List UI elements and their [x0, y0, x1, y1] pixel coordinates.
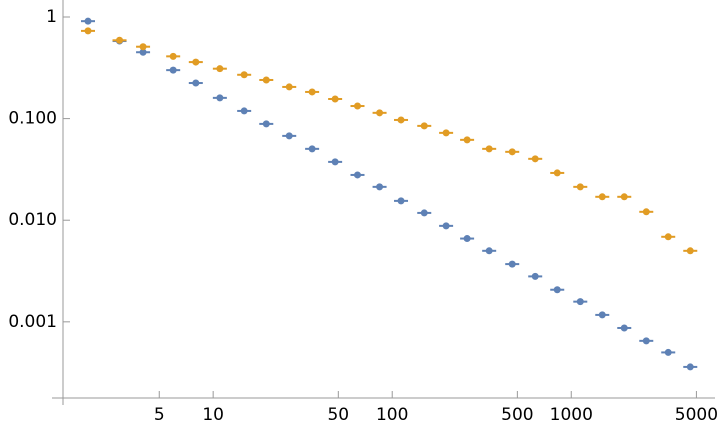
point	[485, 145, 493, 153]
point	[553, 169, 561, 177]
point	[262, 76, 270, 84]
y-tick-label: 0.010	[8, 210, 57, 230]
point	[397, 197, 405, 205]
point	[553, 286, 561, 294]
point	[169, 66, 177, 74]
point	[620, 193, 628, 201]
x-tick-label: 5	[154, 405, 165, 425]
point	[442, 222, 450, 230]
point	[598, 311, 606, 319]
point	[620, 324, 628, 332]
x-tick-label: 500	[501, 405, 533, 425]
point	[376, 109, 384, 117]
point	[139, 43, 147, 51]
point	[576, 183, 584, 191]
y-tick-label: 0.001	[8, 312, 57, 332]
point	[686, 363, 694, 371]
point	[531, 272, 539, 280]
point	[240, 107, 248, 115]
point	[508, 260, 516, 268]
y-tick-label: 0.100	[8, 109, 57, 129]
point	[664, 348, 672, 356]
point	[485, 247, 493, 255]
x-tick-label: 5000	[675, 405, 718, 425]
point	[331, 95, 339, 103]
point	[262, 120, 270, 128]
point	[642, 208, 650, 216]
point	[139, 48, 147, 56]
point	[442, 129, 450, 137]
point	[354, 171, 362, 179]
point	[686, 247, 694, 255]
point	[285, 83, 293, 91]
point	[216, 65, 224, 73]
x-tick-label: 1000	[550, 405, 593, 425]
x-tick-label: 50	[327, 405, 349, 425]
point	[376, 183, 384, 191]
point	[397, 116, 405, 124]
point	[331, 158, 339, 166]
point	[664, 233, 672, 241]
point	[285, 132, 293, 140]
point	[463, 235, 471, 243]
point	[84, 27, 92, 35]
point	[240, 71, 248, 79]
point	[354, 102, 362, 110]
y-tick-label: 1	[46, 7, 57, 27]
point	[216, 94, 224, 102]
point	[308, 88, 316, 96]
point	[192, 79, 200, 87]
x-tick-label: 10	[202, 405, 224, 425]
point	[116, 36, 124, 44]
point	[169, 52, 177, 60]
point	[598, 193, 606, 201]
point	[420, 209, 428, 217]
point	[642, 337, 650, 345]
x-tick-label: 100	[376, 405, 408, 425]
point	[308, 145, 316, 153]
point	[463, 136, 471, 144]
point	[576, 298, 584, 306]
point	[508, 148, 516, 156]
point	[192, 58, 200, 66]
point	[420, 122, 428, 130]
point	[531, 155, 539, 163]
point	[84, 17, 92, 25]
